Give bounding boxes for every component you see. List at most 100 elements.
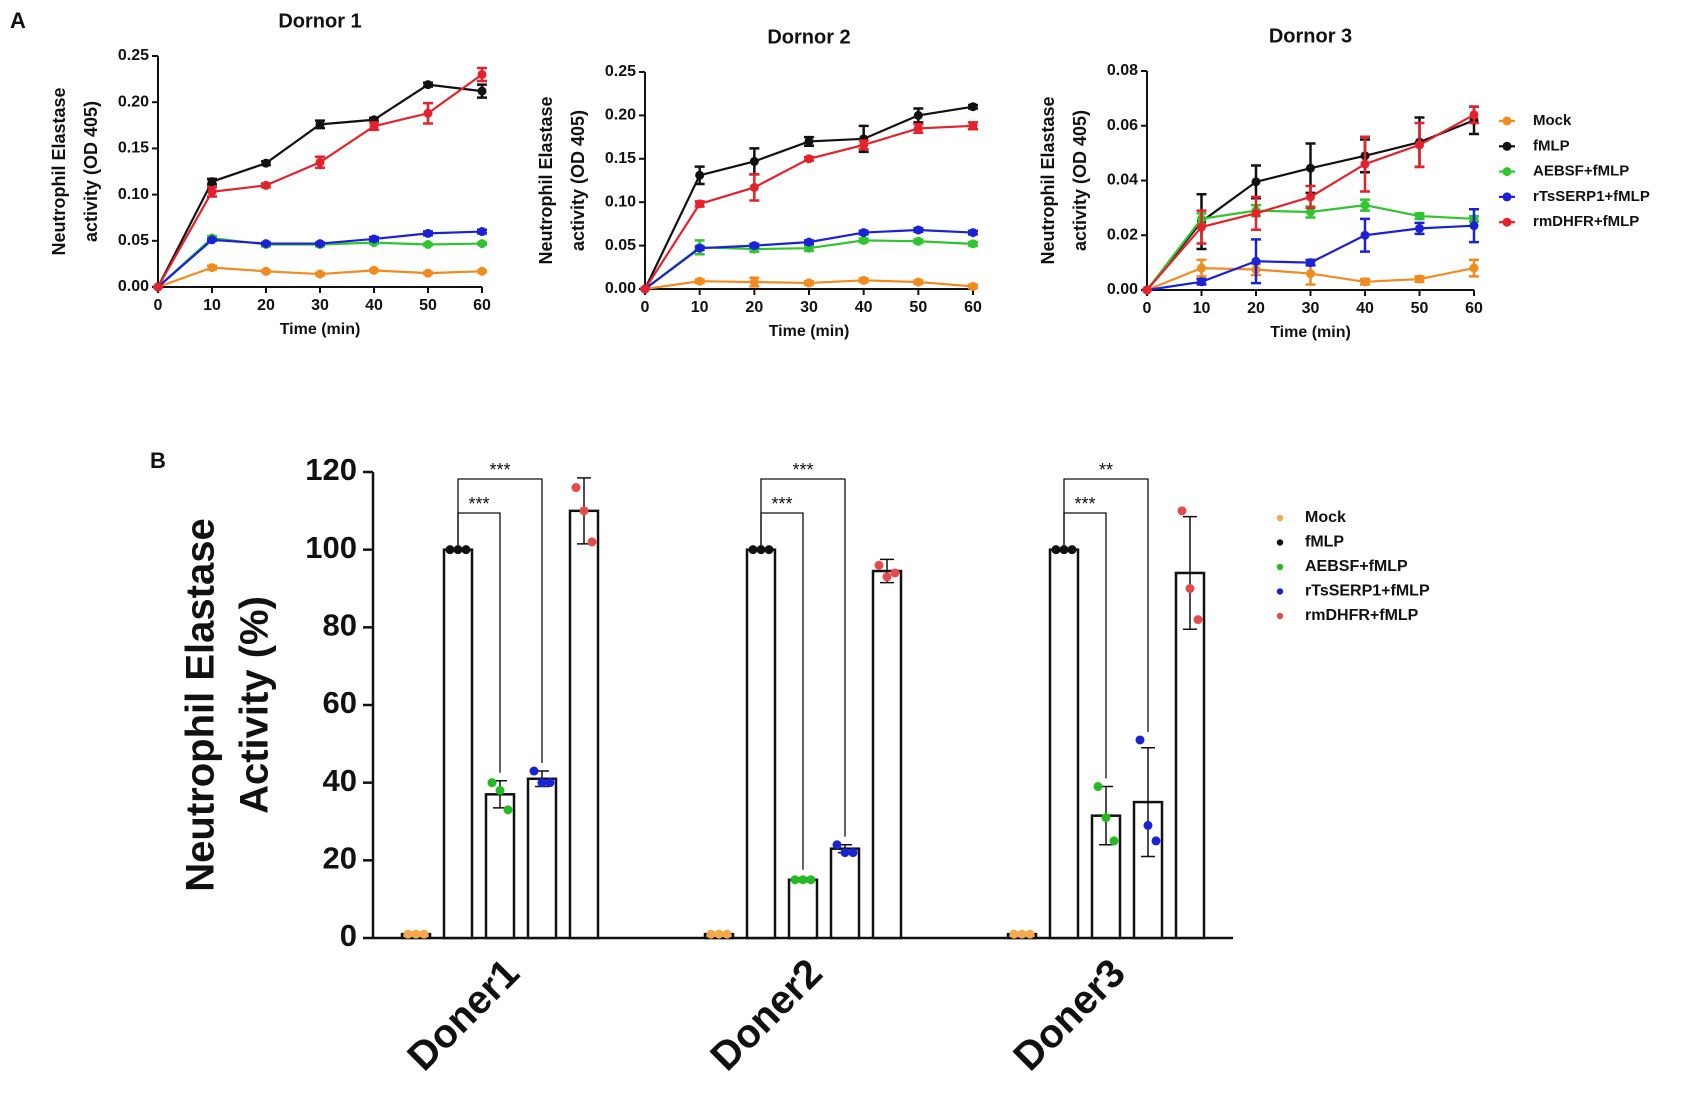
data-point bbox=[1025, 929, 1035, 939]
legend-label: Mock bbox=[1305, 509, 1346, 526]
data-point bbox=[749, 182, 759, 192]
legend-label: AEBSF+fMLP bbox=[1533, 163, 1629, 180]
data-point bbox=[495, 785, 505, 795]
data-point bbox=[1017, 929, 1027, 939]
x-tick-label: Doner1 bbox=[399, 951, 528, 1080]
series-line bbox=[157, 73, 483, 288]
data-point bbox=[461, 545, 471, 555]
x-tick-label: Doner3 bbox=[1005, 951, 1134, 1080]
data-point bbox=[1101, 813, 1111, 823]
data-point bbox=[1197, 263, 1206, 273]
y-axis-label: activity (OD 405) bbox=[81, 101, 101, 242]
legend-label: rTsSERP1+fMLP bbox=[1305, 583, 1430, 600]
data-point bbox=[913, 123, 923, 133]
bar bbox=[745, 548, 777, 940]
data-point bbox=[968, 281, 978, 291]
legend-marker bbox=[1502, 116, 1512, 126]
data-point bbox=[1306, 163, 1315, 173]
data-point bbox=[529, 766, 539, 776]
legend-marker bbox=[1276, 612, 1284, 620]
significance-label: *** bbox=[489, 460, 510, 480]
x-tick-label: 10 bbox=[203, 297, 221, 314]
significance-label: *** bbox=[468, 494, 489, 514]
data-point bbox=[806, 875, 816, 885]
x-tick-label: 50 bbox=[419, 297, 437, 314]
bar bbox=[484, 793, 516, 940]
data-point bbox=[487, 778, 497, 788]
data-point bbox=[859, 235, 869, 245]
significance-label: ** bbox=[1099, 460, 1113, 480]
series-line bbox=[157, 83, 483, 288]
y-tick-label: 0.00 bbox=[118, 278, 149, 295]
data-point bbox=[477, 239, 487, 249]
chart-title: Dornor 2 bbox=[767, 26, 850, 48]
data-point bbox=[369, 265, 379, 275]
data-point bbox=[749, 277, 759, 287]
data-point bbox=[1185, 584, 1195, 593]
data-point bbox=[1469, 221, 1479, 231]
data-point bbox=[749, 241, 759, 251]
data-point bbox=[537, 778, 547, 788]
legend-marker bbox=[1502, 167, 1512, 177]
data-point bbox=[207, 235, 217, 245]
x-tick-label: 60 bbox=[473, 297, 491, 314]
x-tick-label: 20 bbox=[745, 299, 763, 316]
data-point bbox=[968, 102, 978, 112]
y-tick-label: 20 bbox=[323, 841, 357, 876]
y-tick-label: 120 bbox=[305, 452, 357, 487]
y-tick-label: 0.15 bbox=[118, 140, 149, 157]
data-point bbox=[832, 840, 842, 850]
data-point bbox=[423, 108, 433, 118]
data-point bbox=[695, 243, 705, 253]
data-point bbox=[411, 929, 421, 939]
y-axis-label: activity (OD 405) bbox=[1070, 110, 1090, 251]
significance-bracket bbox=[760, 478, 846, 837]
y-axis-label: Neutrophil Elastase bbox=[536, 96, 556, 264]
legend-label: fMLP bbox=[1305, 534, 1344, 551]
series-line bbox=[644, 124, 974, 290]
bar bbox=[568, 509, 600, 940]
data-point bbox=[1415, 140, 1424, 150]
legend-label: fMLP bbox=[1533, 137, 1570, 154]
data-point bbox=[587, 537, 597, 547]
x-tick-label: 60 bbox=[1465, 300, 1483, 317]
data-point bbox=[1415, 274, 1424, 284]
x-tick-label: 30 bbox=[1302, 300, 1320, 317]
data-point bbox=[913, 277, 923, 287]
data-point bbox=[859, 140, 869, 150]
data-point bbox=[1197, 277, 1206, 287]
data-point bbox=[722, 929, 732, 939]
y-tick-label: 0.00 bbox=[1107, 281, 1138, 298]
data-point bbox=[840, 848, 850, 858]
data-point bbox=[968, 239, 978, 249]
data-point bbox=[1360, 200, 1370, 210]
x-tick-label: 30 bbox=[311, 297, 329, 314]
data-point bbox=[545, 778, 555, 788]
y-tick-label: 0.04 bbox=[1107, 172, 1138, 189]
data-point bbox=[445, 545, 455, 555]
data-point bbox=[261, 158, 271, 168]
data-point bbox=[804, 278, 814, 288]
legend-marker bbox=[1276, 588, 1284, 595]
x-tick-label: 40 bbox=[1356, 300, 1374, 317]
data-point bbox=[1143, 820, 1153, 830]
data-point bbox=[477, 227, 487, 237]
data-point bbox=[1251, 208, 1261, 218]
data-point bbox=[1093, 782, 1103, 792]
data-point bbox=[1197, 222, 1206, 232]
data-point bbox=[1360, 277, 1370, 287]
data-point bbox=[1306, 192, 1315, 202]
data-point bbox=[315, 269, 325, 279]
data-point bbox=[848, 848, 858, 858]
data-point bbox=[1067, 545, 1077, 555]
y-tick-label: 0.06 bbox=[1107, 117, 1138, 134]
data-point bbox=[315, 119, 325, 129]
x-tick-label: 0 bbox=[641, 299, 650, 316]
bar bbox=[787, 878, 819, 940]
data-point bbox=[1059, 545, 1069, 555]
data-point bbox=[1469, 110, 1479, 120]
chart-title: Dornor 3 bbox=[1269, 25, 1352, 47]
y-tick-label: 0.05 bbox=[118, 232, 149, 249]
data-point bbox=[695, 170, 705, 180]
data-point bbox=[764, 545, 774, 555]
